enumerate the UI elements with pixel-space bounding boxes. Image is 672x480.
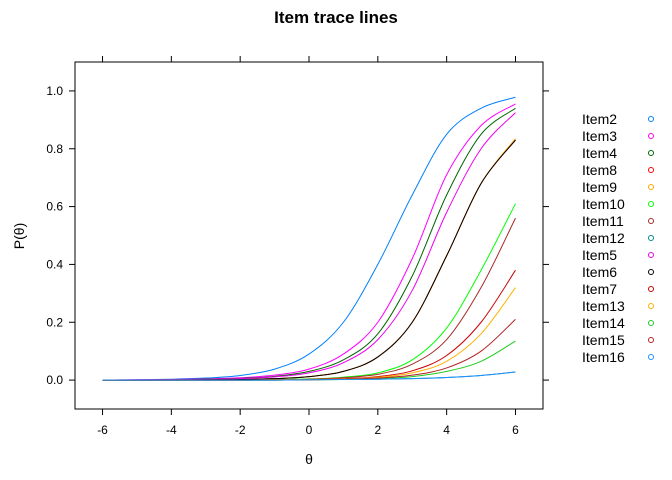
series-line-item2 bbox=[102, 96, 516, 381]
x-tick-label: -2 bbox=[235, 423, 246, 437]
legend-marker-item12 bbox=[648, 235, 654, 241]
legend-label-item14: Item14 bbox=[582, 315, 625, 331]
series-line-item14 bbox=[102, 340, 516, 381]
legend-label-item12: Item12 bbox=[582, 230, 625, 246]
legend-label-item5: Item5 bbox=[582, 247, 617, 263]
legend-marker-item8 bbox=[648, 167, 654, 173]
legend-label-item16: Item16 bbox=[582, 349, 625, 365]
series-layer bbox=[102, 96, 516, 381]
legend-label-item11: Item11 bbox=[582, 213, 624, 229]
y-tick-label: 0.8 bbox=[46, 142, 63, 156]
legend-label-item2: Item2 bbox=[582, 111, 617, 127]
legend-marker-item16 bbox=[648, 354, 654, 360]
legend-label-item10: Item10 bbox=[582, 196, 625, 212]
y-tick-label: 0.0 bbox=[46, 373, 63, 387]
series-line-item6 bbox=[102, 139, 516, 381]
legend-marker-item2 bbox=[648, 116, 654, 122]
legend-label-item7: Item7 bbox=[582, 281, 617, 297]
x-tick-label: -4 bbox=[166, 423, 177, 437]
legend-marker-item5 bbox=[648, 252, 654, 258]
series-line-item16 bbox=[102, 371, 516, 381]
legend-marker-item13 bbox=[648, 303, 654, 309]
y-tick-label: 0.6 bbox=[46, 200, 63, 214]
legend-label-item13: Item13 bbox=[582, 298, 625, 314]
series-line-item5 bbox=[102, 112, 516, 381]
series-line-item9 bbox=[102, 138, 516, 381]
legend-marker-item10 bbox=[648, 201, 654, 207]
chart-title: Item trace lines bbox=[274, 8, 398, 27]
legend-label-item4: Item4 bbox=[582, 145, 617, 161]
legend-label-item8: Item8 bbox=[582, 162, 617, 178]
legend: Item2Item3Item4Item8Item9Item10Item11Ite… bbox=[582, 111, 654, 365]
legend-marker-item9 bbox=[648, 184, 654, 190]
axis-ticks: -6 -4 -2 0 2 4 6 0.0 0.2 0.4 0.6 0.8 1.0 bbox=[46, 56, 549, 437]
x-axis-label: θ bbox=[305, 451, 313, 467]
legend-marker-item14 bbox=[648, 320, 654, 326]
y-tick-label: 1.0 bbox=[46, 84, 63, 98]
legend-label-item15: Item15 bbox=[582, 332, 625, 348]
legend-marker-item3 bbox=[648, 133, 654, 139]
y-tick-label: 0.4 bbox=[46, 257, 63, 271]
series-line-item7 bbox=[102, 269, 516, 381]
legend-marker-item15 bbox=[648, 337, 654, 343]
series-line-item11 bbox=[102, 217, 516, 381]
series-line-item13 bbox=[102, 287, 516, 381]
legend-label-item9: Item9 bbox=[582, 179, 617, 195]
legend-label-item6: Item6 bbox=[582, 264, 617, 280]
series-line-item8 bbox=[102, 139, 516, 381]
legend-marker-item4 bbox=[648, 150, 654, 156]
legend-marker-item11 bbox=[648, 218, 654, 224]
series-line-item4 bbox=[102, 107, 516, 381]
legend-marker-item6 bbox=[648, 269, 654, 275]
x-tick-label: -6 bbox=[97, 423, 108, 437]
y-axis-label: P(θ) bbox=[11, 223, 27, 249]
x-tick-label: 6 bbox=[512, 423, 519, 437]
x-tick-label: 0 bbox=[306, 423, 313, 437]
x-tick-label: 4 bbox=[443, 423, 450, 437]
legend-marker-item7 bbox=[648, 286, 654, 292]
y-tick-label: 0.2 bbox=[46, 315, 63, 329]
plot-frame bbox=[74, 61, 544, 410]
legend-label-item3: Item3 bbox=[582, 128, 617, 144]
x-tick-label: 2 bbox=[374, 423, 381, 437]
